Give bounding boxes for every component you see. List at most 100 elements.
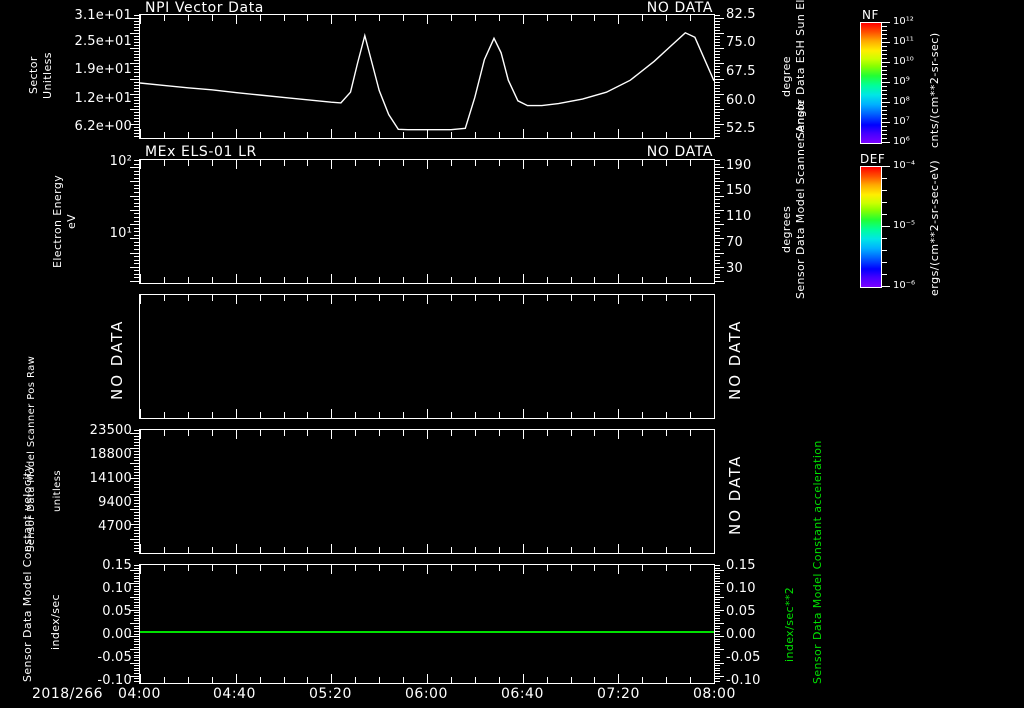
colorbar-def-gradient[interactable] [860,166,882,288]
panel4-ytick-3: 9400 [98,495,132,510]
x-tick-label-0: 04:00 [118,686,161,702]
panel1-y2tick-1: 75.0 [726,35,756,50]
panel1-plot-area[interactable] [130,14,724,139]
panel2-right-ticks [715,160,724,283]
panel1-left-axis-title: Sector [27,56,40,95]
panel2-right-tick-labels: 190 150 110 70 30 [726,159,786,284]
panel5-right-ticks [715,565,724,683]
panel5-ytick-1: 0.10 [102,581,132,596]
colorbar-tick-label: 10⁷ [893,116,910,127]
panel1-left-axis-units: Unitless [41,52,54,99]
panel1-top-ticks [140,15,715,24]
panel5-left-ticks [130,565,139,683]
colorbar-tick-label: 10⁸ [893,96,910,107]
panel2-y2tick-3: 70 [726,235,743,250]
panel4-bottom-ticks [140,544,715,553]
colorbar-tick-label: 10¹⁰ [893,56,914,67]
panel5-ytick-2: 0.05 [102,604,132,619]
colorbar-tick-label: 10⁹ [893,76,910,87]
panel4-top-ticks [140,430,715,439]
panel5-right-tick-labels: 0.15 0.10 0.05 0.00 -0.05 -0.10 [726,559,796,688]
panel1-ytick-2: 1.9e+01 [74,62,132,77]
x-tick-label-5: 07:20 [597,686,640,702]
panel1-left-tick-labels: 3.1e+01 2.5e+01 1.9e+01 1.2e+01 6.2e+00 [0,9,132,139]
x-tick-label-2: 05:20 [309,686,352,702]
panel1-ytick-0: 3.1e+01 [74,8,132,23]
panel5-y2tick-3: 0.00 [726,627,756,642]
colorbar-nf-gradient[interactable] [860,22,882,144]
panel3-left-no-data: NO DATA [108,319,126,400]
panel5-left-axis-title: Sensor Data Model Constant velocity [21,464,34,682]
panel3-top-ticks [140,295,715,304]
panel1-y2tick-0: 82.5 [726,7,756,22]
colorbar-tick-label: 10⁻⁵ [893,220,916,231]
colorbar-tick-label: 10⁶ [893,136,910,147]
panel1-header: NPI Vector Data NO DATA [139,0,715,16]
colorbar-tick-label: 10⁻⁴ [893,160,916,171]
x-axis-labels: 2018/266 04:00 04:40 05:20 06:00 06:40 0… [0,686,1024,706]
panel4-ytick-1: 18800 [89,447,132,462]
panel5-ytick-0: 0.15 [102,558,132,573]
panel4-left-axis-units: unitless [52,470,63,512]
panel4-ytick-0: 23500 [89,423,132,438]
x-tick-label-1: 04:40 [213,686,256,702]
panel1-header-left: NPI Vector Data [145,0,264,16]
panel1-header-right: NO DATA [646,0,713,16]
colorbar-nf-ticks [882,22,892,144]
panel2-bottom-ticks [140,274,715,283]
panel5-left-tick-labels: 0.15 0.10 0.05 0.00 -0.05 -0.10 [0,559,132,688]
colorbar-tick-label: 10¹¹ [893,36,914,47]
x-tick-label-4: 06:40 [501,686,544,702]
colorbar-nf-tick-labels: 10¹² 10¹¹ 10¹⁰ 10⁹ 10⁸ 10⁷ 10⁶ [893,17,933,147]
panel5-ytick-5: -0.10 [97,673,132,688]
panel4-ytick-4: 4700 [98,519,132,534]
panel5-y2tick-5: -0.10 [726,673,761,688]
colorbar-tick-label: 10¹² [893,16,914,27]
panel2-plot-area[interactable] [130,159,724,284]
panel2-header-left: MEx ELS-01 LR [145,144,257,160]
panel5-bottom-ticks [140,674,715,683]
panel1-right-axis-units: degree [780,56,793,97]
panel5-y2tick-0: 0.15 [726,558,756,573]
panel2-left-axis-title: Electron Energy [51,174,64,268]
panel2-y2tick-1: 150 [726,183,752,198]
panel5-top-ticks [140,565,715,574]
panel5-ytick-3: 0.00 [102,627,132,642]
panel5-plot-area[interactable] [130,564,724,684]
panel1-y2tick-2: 67.5 [726,64,756,79]
panel2-header: MEx ELS-01 LR NO DATA [139,144,715,160]
panel5-left-axis-units: index/sec [49,594,62,650]
panel2-right-axis-units: degrees [780,205,793,253]
colorbar-def-ticks [882,166,892,288]
panel1-data-curve [140,31,714,131]
panel2-left-tick-labels: 10² 10¹ [0,155,132,284]
panel2-left-axis-units: eV [65,213,78,229]
panel5-y2tick-4: -0.05 [726,650,761,665]
panel2-header-right: NO DATA [646,144,713,160]
panel5-ytick-4: -0.05 [97,650,132,665]
panel2-y2tick-0: 190 [726,158,752,173]
panel3-right-no-data: NO DATA [726,319,744,400]
panel5-data-curve [140,631,714,633]
panel4-right-no-data: NO DATA [726,454,744,535]
panel4-left-tick-labels: 23500 18800 14100 9400 4700 [0,424,132,554]
panel1-ytick-4: 6.2e+00 [74,119,132,134]
colorbar-tick-label: 10⁻⁶ [893,280,916,291]
panel2-left-ticks [130,160,139,283]
panel2-top-ticks [140,160,715,169]
colorbar-nf-title: NF [862,8,879,22]
panel4-left-ticks [130,430,139,553]
panel3-bottom-ticks [140,409,715,418]
colorbar-def-tick-labels: 10⁻⁴ 10⁻⁵ 10⁻⁶ [893,161,933,291]
panel5-right-axis-title: Sensor Data Model Constant acceleration [811,440,824,684]
panel5-y2tick-2: 0.05 [726,604,756,619]
panel3-plot-area[interactable] [139,294,715,419]
x-axis-date: 2018/266 [32,686,104,702]
panel1-y2tick-4: 52.5 [726,121,756,136]
colorbar-def-title: DEF [860,152,886,166]
panel4-ytick-2: 14100 [89,471,132,486]
x-tick-label-3: 06:00 [405,686,448,702]
panel4-plot-area[interactable] [130,429,715,554]
panel5-right-axis-units: index/sec**2 [783,586,796,662]
